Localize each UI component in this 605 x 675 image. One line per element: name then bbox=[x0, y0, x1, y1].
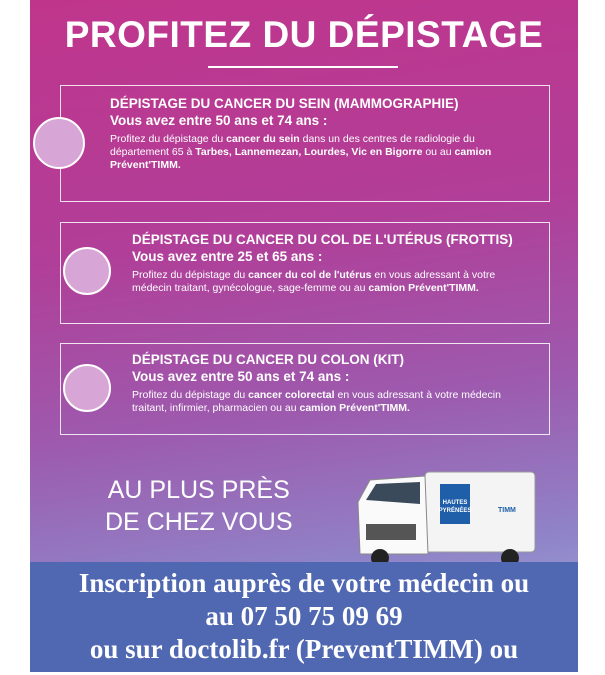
body-segment: camion Prévent'TIMM. bbox=[110, 146, 492, 171]
title-rule bbox=[208, 66, 398, 68]
section-icon bbox=[63, 364, 111, 412]
section-icon bbox=[33, 117, 85, 169]
section-age: Vous avez entre 50 ans et 74 ans : bbox=[110, 113, 328, 128]
section-text: DÉPISTAGE DU CANCER DU SEIN (MAMMOGRAPHI… bbox=[110, 96, 530, 172]
truck: HAUTES PYRÉNÉES TIMM bbox=[357, 471, 536, 567]
truck-logo bbox=[440, 484, 470, 524]
body-segment: ou au bbox=[422, 146, 455, 158]
section-age: Vous avez entre 25 et 65 ans : bbox=[132, 249, 323, 264]
body-segment: camion Prévent'TIMM. bbox=[368, 282, 479, 294]
body-segment: Profitez du dépistage du bbox=[132, 389, 249, 401]
truck-grille bbox=[366, 524, 416, 540]
section-text: DÉPISTAGE DU CANCER DU COLON (KIT) Vous a… bbox=[132, 352, 537, 415]
body-segment: Tarbes, Lannemezan, Lourdes, Vic en Bigo… bbox=[195, 146, 423, 158]
footer-line: ou sur doctolib.fr (PreventTIMM) ou bbox=[89, 634, 519, 664]
truck-label: HAUTES bbox=[443, 500, 468, 506]
truck-label: PYRÉNÉES bbox=[439, 506, 472, 514]
section-body: Profitez du dépistage du cancer du sein … bbox=[110, 133, 530, 172]
body-segment: cancer colorectal bbox=[248, 389, 335, 401]
slogan-line: AU PLUS PRÈS bbox=[107, 476, 290, 504]
body-segment: cancer du col de l'utérus bbox=[248, 269, 372, 281]
section-heading: DÉPISTAGE DU CANCER DU SEIN (MAMMOGRAPHI… bbox=[110, 96, 459, 111]
body-segment: Profitez du dépistage du bbox=[132, 269, 249, 281]
section-box bbox=[60, 222, 550, 324]
footer: Inscription auprès de votre médecin ou a… bbox=[30, 562, 578, 672]
footer-line: Inscription auprès de votre médecin ou bbox=[78, 568, 530, 598]
truck-windshield bbox=[366, 482, 420, 504]
body-segment: dans un des centres de radiologie du dép… bbox=[110, 133, 475, 158]
section-icon bbox=[63, 247, 111, 295]
body-segment: cancer du sein bbox=[226, 133, 300, 145]
body-segment: Profitez du dépistage du bbox=[110, 133, 227, 145]
section-text: DÉPISTAGE DU CANCER DU COL DE L'UTÉRUS (… bbox=[132, 232, 537, 295]
title: PROFITEZ DU DÉPISTAGE bbox=[64, 14, 544, 55]
poster: PROFITEZ DU DÉPISTAGE AU PLUS PRÈS DE CH… bbox=[30, 0, 578, 672]
footer-line: au 07 50 75 09 69 bbox=[205, 601, 403, 631]
section-box bbox=[60, 343, 550, 435]
body-segment: en vous adressant à votre médecin traita… bbox=[132, 269, 496, 294]
slogan: AU PLUS PRÈS DE CHEZ VOUS bbox=[105, 474, 293, 538]
section-body: Profitez du dépistage du cancer du col d… bbox=[132, 269, 537, 295]
section-age: Vous avez entre 50 ans et 74 ans : bbox=[132, 369, 350, 384]
body-segment: camion Prévent'TIMM. bbox=[299, 402, 410, 414]
section-heading: DÉPISTAGE DU CANCER DU COLON (KIT) bbox=[132, 352, 404, 367]
body-segment: en vous adressant à votre médecin traita… bbox=[132, 389, 501, 414]
slogan-line: DE CHEZ VOUS bbox=[105, 508, 293, 536]
section-heading: DÉPISTAGE DU CANCER DU COL DE L'UTÉRUS (… bbox=[132, 232, 513, 247]
section-body: Profitez du dépistage du cancer colorect… bbox=[132, 389, 537, 415]
truck-label: TIMM bbox=[498, 507, 516, 514]
